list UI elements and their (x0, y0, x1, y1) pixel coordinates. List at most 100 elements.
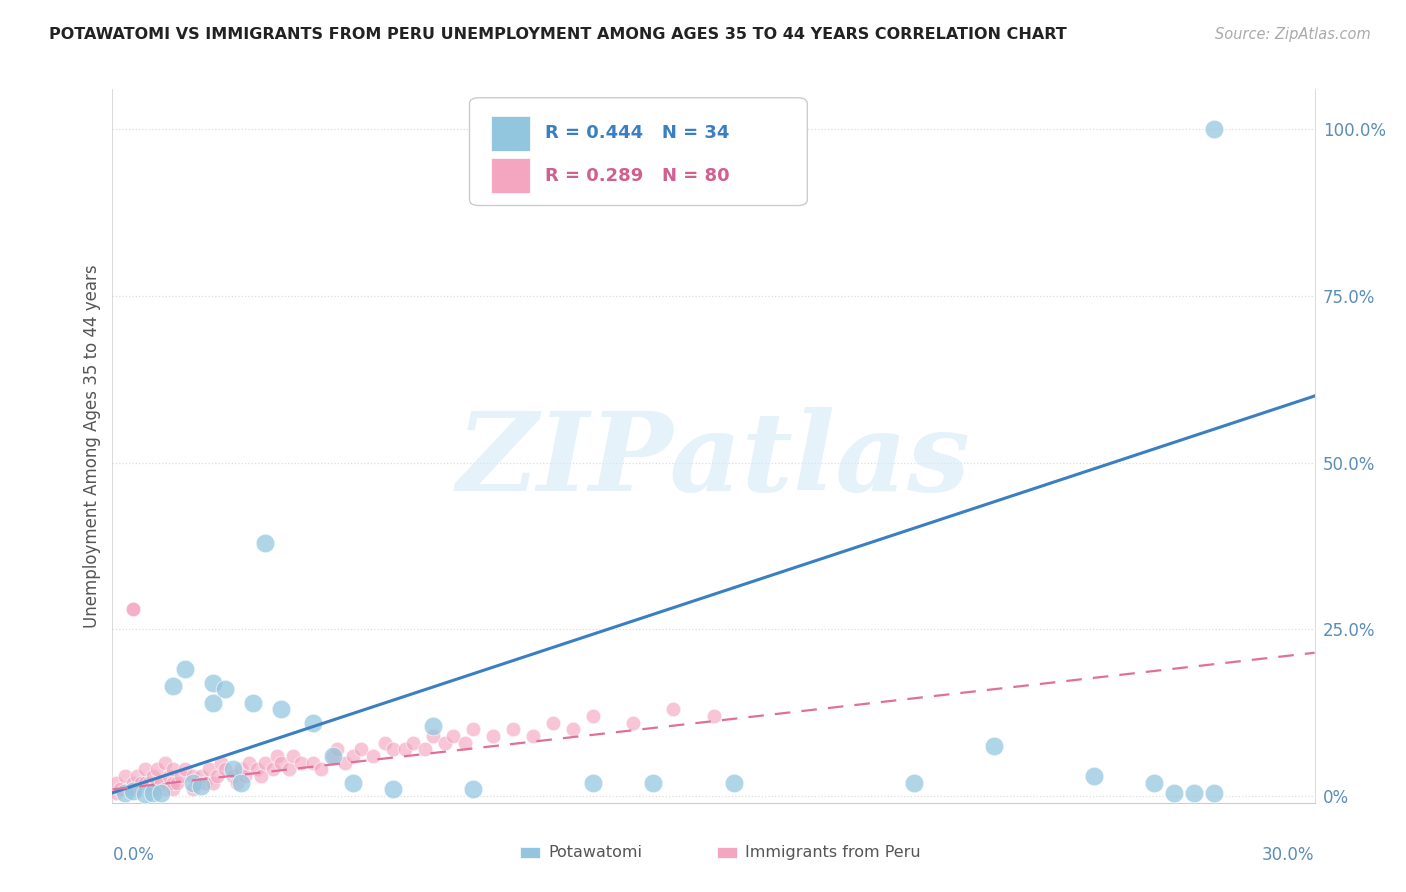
Point (162, 776, 184, 790)
Point (302, 715, 325, 730)
Text: Potawatomi: Potawatomi (548, 846, 643, 860)
Point (141, 769, 163, 783)
Point (253, 535, 276, 549)
Point (105, 786, 128, 800)
Point (186, 776, 208, 790)
Point (621, 715, 644, 730)
Point (162, 763, 184, 777)
Point (238, 756, 260, 770)
Point (281, 749, 304, 764)
Point (322, 749, 344, 764)
Point (522, 729, 544, 743)
Point (181, 769, 204, 783)
Point (374, 736, 396, 750)
Point (149, 776, 172, 790)
Point (214, 682, 236, 697)
Point (543, 715, 565, 730)
Point (169, 769, 191, 783)
Point (214, 763, 236, 777)
Point (145, 776, 167, 790)
Point (242, 696, 264, 710)
Point (662, 702, 685, 716)
Point (461, 782, 484, 797)
Text: R = 0.444   N = 34: R = 0.444 N = 34 (546, 125, 730, 143)
Text: POTAWATOMI VS IMMIGRANTS FROM PERU UNEMPLOYMENT AMONG AGES 35 TO 44 YEARS CORREL: POTAWATOMI VS IMMIGRANTS FROM PERU UNEMP… (49, 27, 1067, 42)
Point (723, 776, 745, 790)
Text: R = 0.289   N = 80: R = 0.289 N = 80 (546, 167, 730, 185)
Point (582, 776, 605, 790)
Point (205, 769, 228, 783)
Point (201, 696, 224, 710)
Point (253, 756, 276, 770)
Point (402, 736, 425, 750)
Point (110, 782, 132, 797)
Point (190, 769, 212, 783)
Point (461, 723, 484, 737)
Text: Immigrants from Peru: Immigrants from Peru (745, 846, 921, 860)
Y-axis label: Unemployment Among Ages 35 to 44 years: Unemployment Among Ages 35 to 44 years (83, 264, 101, 628)
Point (153, 782, 176, 797)
Point (121, 776, 143, 790)
Point (181, 782, 204, 797)
Bar (491, 116, 530, 151)
Point (114, 786, 136, 800)
Point (141, 786, 163, 800)
Point (222, 769, 245, 783)
Point (145, 763, 167, 777)
Point (422, 729, 444, 743)
Point (201, 675, 224, 690)
Point (197, 763, 219, 777)
Point (643, 776, 665, 790)
Point (173, 763, 195, 777)
Point (350, 742, 373, 756)
Point (134, 787, 156, 801)
Point (441, 729, 464, 743)
Point (413, 742, 436, 756)
Point (290, 756, 312, 770)
Point (209, 756, 232, 770)
Point (181, 776, 204, 790)
Point (222, 763, 245, 777)
Point (129, 776, 152, 790)
Point (482, 729, 505, 743)
Point (233, 769, 256, 783)
Point (121, 602, 143, 616)
Point (502, 723, 524, 737)
Point (225, 776, 247, 790)
Point (1083, 769, 1105, 783)
Point (149, 786, 172, 800)
Point (326, 742, 349, 756)
Point (1204, 122, 1226, 136)
Point (114, 769, 136, 783)
Point (229, 763, 252, 777)
Point (361, 749, 384, 764)
Point (138, 776, 160, 790)
Point (582, 709, 605, 723)
Text: 0.0%: 0.0% (112, 846, 155, 863)
Point (1143, 776, 1166, 790)
Point (983, 739, 1005, 753)
Point (1163, 786, 1185, 800)
Point (105, 776, 128, 790)
Point (333, 756, 356, 770)
Point (153, 756, 176, 770)
Point (141, 782, 163, 797)
Point (342, 749, 364, 764)
Point (1204, 786, 1226, 800)
Point (322, 749, 344, 764)
Point (382, 742, 405, 756)
Point (125, 769, 148, 783)
Point (134, 776, 156, 790)
Point (422, 719, 444, 733)
Point (246, 763, 269, 777)
Point (342, 776, 364, 790)
FancyBboxPatch shape (470, 98, 807, 205)
Point (166, 776, 188, 790)
Point (394, 742, 416, 756)
Point (121, 782, 143, 797)
Point (434, 736, 457, 750)
Point (702, 709, 725, 723)
Point (270, 756, 292, 770)
Bar (491, 159, 530, 193)
Point (121, 784, 143, 798)
